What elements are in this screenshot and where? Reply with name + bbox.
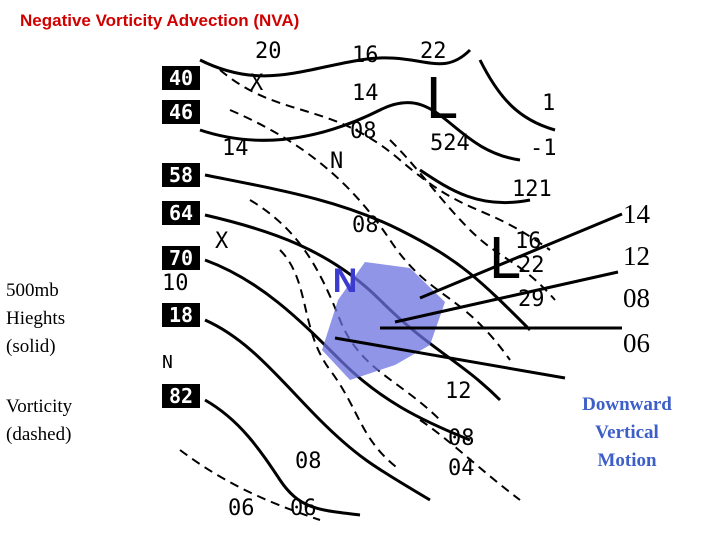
vorticity-contours (179, 69, 556, 521)
map-label: 14 (222, 136, 249, 161)
map-label: 10 (162, 271, 189, 296)
box-label: 82 (169, 384, 193, 408)
side-label: 06 (623, 328, 650, 358)
map-label: 08 (448, 426, 475, 451)
map-label: 524 (430, 131, 470, 156)
side-label: 14 (623, 199, 651, 229)
side-label: 08 (623, 283, 650, 313)
map-label: N (330, 149, 343, 174)
map-label: N (162, 352, 173, 373)
map-label: 14 (352, 81, 379, 106)
map-label: 22 (518, 253, 545, 278)
map-label: 04 (448, 456, 475, 481)
annotation: Downward Vertical Motion (582, 394, 672, 471)
map-label: -1 (530, 136, 557, 161)
nva-label: N (333, 262, 358, 300)
map: N L L 40 46 58 64 70 18 82 20 16 22 X 14… (160, 37, 557, 522)
map-label: 06 (290, 496, 317, 521)
map-label: 08 (295, 449, 322, 474)
low-label: L (425, 67, 459, 132)
map-label: 20 (255, 39, 282, 64)
box-labels: 40 46 58 64 70 18 82 (162, 66, 200, 408)
box-label: 18 (169, 303, 193, 327)
arrows (334, 212, 623, 380)
map-label: 08 (350, 119, 377, 144)
map-label: X (250, 71, 264, 96)
map-label: 22 (420, 39, 447, 64)
box-label: 58 (169, 163, 193, 187)
map-label: 08 (352, 213, 379, 238)
box-label: 70 (169, 246, 193, 270)
legend-vorticity: Vorticity (dashed) (6, 396, 73, 445)
map-labels: 20 16 22 X 14 1 08 524 14 -1 N 121 08 X … (162, 39, 557, 521)
map-label: 12 (445, 379, 472, 404)
map-label: 16 (352, 43, 379, 68)
map-label: 121 (512, 177, 552, 202)
box-label: 64 (169, 201, 193, 225)
legend-heights: 500mb Hieghts (solid) (6, 280, 65, 357)
box-label: 40 (169, 66, 193, 90)
map-label: 1 (542, 91, 555, 116)
side-label: 12 (623, 241, 650, 271)
box-label: 46 (169, 100, 193, 124)
map-label: X (215, 229, 229, 254)
slide-title: Negative Vorticity Advection (NVA) (20, 11, 299, 30)
map-label: 06 (228, 496, 255, 521)
